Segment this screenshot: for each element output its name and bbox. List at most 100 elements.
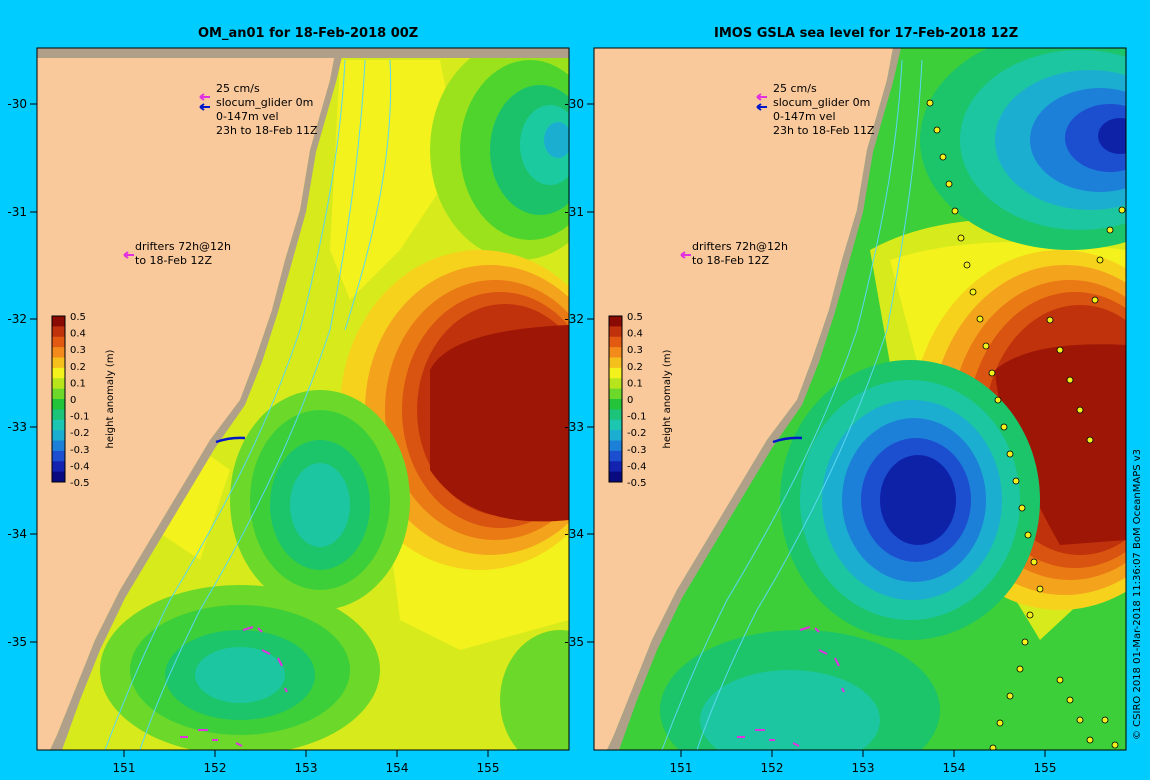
legend-drifters-to: to 18-Feb 12Z: [692, 254, 769, 267]
colorbar-tick-label: -0.4: [627, 461, 647, 472]
colorbar-swatch: [609, 471, 622, 483]
colorbar-swatch: [52, 450, 65, 462]
colorbar-swatch: [609, 357, 622, 369]
right-x-tick-label: 154: [943, 761, 966, 775]
colorbar-tick-label: 0: [627, 395, 633, 406]
left-x-tick-label: 151: [113, 761, 136, 775]
colorbar-tick-label: -0.3: [70, 445, 90, 456]
left-colorbar: 0.5 0.4 0.3 0.2 0.1 0 -0.1 -0.2 -0.3 -0.4 -0.5 heig…: [51, 312, 116, 489]
legend-glider: slocum_glider 0m: [773, 96, 870, 109]
colorbar-tick-label: -0.5: [70, 478, 90, 489]
right-x-tick-label: 153: [852, 761, 875, 775]
legend-drifters: drifters 72h@12h: [135, 240, 231, 253]
colorbar-tick-label: 0.5: [627, 312, 643, 323]
colorbar-swatch: [609, 450, 622, 462]
glider-scale-arrow-icon: [756, 103, 767, 111]
colorbar-tick-label: -0.2: [70, 428, 90, 439]
colorbar-tick-label: 0.2: [70, 362, 86, 373]
colorbar-tick-label: 0.3: [627, 345, 643, 356]
left-panel-title: OM_an01 for 18-Feb-2018 00Z: [198, 26, 419, 41]
right-y-tick-label: -33: [564, 420, 584, 434]
legend-period: 23h to 18-Feb 11Z: [773, 124, 875, 137]
colorbar-tick-label: 0: [70, 395, 76, 406]
right-vector-legend: 25 cm/s slocum_glider 0m 0-147m vel 23h …: [680, 82, 875, 267]
right-y-tick-label: -32: [564, 312, 584, 326]
left-y-tick-label: -31: [7, 205, 27, 219]
right-y-tick-label: -30: [564, 97, 584, 111]
left-vector-legend: 25 cm/s slocum_glider 0m 0-147m vel 23h …: [123, 82, 318, 267]
colorbar-swatch: [52, 326, 65, 338]
colorbar-swatch: [609, 367, 622, 379]
colorbar-swatch: [609, 336, 622, 348]
right-map-frame: [593, 47, 1127, 751]
colorbar-tick-label: 0.4: [70, 329, 86, 340]
colorbar-tick-label: 0.1: [70, 378, 86, 389]
colorbar-tick-label: -0.4: [70, 461, 90, 472]
left-x-tick-label: 154: [386, 761, 409, 775]
colorbar-tick-label: -0.1: [627, 412, 647, 423]
colorbar-swatch: [52, 419, 65, 431]
legend-scale: 25 cm/s: [773, 82, 817, 95]
drifter-arrow-icon: [680, 251, 691, 259]
colorbar-tick-label: 0.4: [627, 329, 643, 340]
glider-scale-arrow-icon: [199, 103, 210, 111]
legend-scale: 25 cm/s: [216, 82, 260, 95]
colorbar-swatch: [52, 409, 65, 421]
drifter-arrow-icon: [123, 251, 134, 259]
drifter-scale-arrow-icon: [756, 93, 767, 101]
colorbar-swatch: [52, 461, 65, 473]
right-x-tick-label: 151: [670, 761, 693, 775]
colorbar-tick-label: -0.1: [70, 412, 90, 423]
colorbar-swatch: [52, 430, 65, 441]
legend-drifters-to: to 18-Feb 12Z: [135, 254, 212, 267]
colorbar-tick-label: -0.3: [627, 445, 647, 456]
colorbar-swatch: [52, 440, 65, 452]
colorbar-swatch: [609, 409, 622, 421]
left-map-field: [37, 48, 569, 750]
legend-vel: 0-147m vel: [773, 110, 836, 123]
right-y-tick-label: -31: [564, 205, 584, 219]
colorbar-title: height anomaly (m): [105, 349, 116, 448]
colorbar-frame: [608, 315, 623, 483]
colorbar-swatch: [52, 378, 65, 390]
right-x-tick-label: 155: [1034, 761, 1057, 775]
right-y-tick-label: -34: [564, 527, 584, 541]
colorbar-swatch: [52, 388, 65, 400]
credit-text: © CSIRO 2018 01-Mar-2018 11:36:07 BoM Oc…: [1132, 448, 1143, 740]
colorbar-swatch: [609, 378, 622, 390]
drifter-scale-arrow-icon: [199, 93, 210, 101]
left-map-frame: [36, 47, 570, 751]
colorbar-frame: [51, 315, 66, 483]
colorbar-swatch: [609, 388, 622, 400]
legend-drifters: drifters 72h@12h: [692, 240, 788, 253]
colorbar-swatch: [52, 367, 65, 379]
right-map-field: [594, 48, 1126, 750]
colorbar-tick-label: -0.5: [627, 478, 647, 489]
colorbar-swatch: [52, 471, 65, 483]
colorbar-swatch: [609, 399, 622, 410]
right-x-tick-label: 152: [761, 761, 784, 775]
right-y-tick-label: -35: [564, 635, 584, 649]
colorbar-swatch: [52, 399, 65, 410]
legend-glider: slocum_glider 0m: [216, 96, 313, 109]
axis-tick-marks: [30, 103, 1046, 757]
colorbar-tick-label: -0.2: [627, 428, 647, 439]
left-y-tick-label: -32: [7, 312, 27, 326]
colorbar-swatch: [52, 347, 65, 358]
colorbar-swatch: [52, 316, 65, 327]
left-x-tick-label: 155: [477, 761, 500, 775]
colorbar-swatch: [609, 419, 622, 431]
legend-vel: 0-147m vel: [216, 110, 279, 123]
left-x-tick-label: 153: [295, 761, 318, 775]
legend-period: 23h to 18-Feb 11Z: [216, 124, 318, 137]
colorbar-swatch: [609, 440, 622, 452]
right-colorbar: 0.5 0.4 0.3 0.2 0.1 0 -0.1 -0.2 -0.3 -0.4 -0.5 heig…: [608, 312, 673, 489]
colorbar-swatch: [609, 316, 622, 327]
colorbar-swatch: [52, 357, 65, 369]
left-x-tick-label: 152: [204, 761, 227, 775]
left-y-tick-label: -35: [7, 635, 27, 649]
right-panel-title: IMOS GSLA sea level for 17-Feb-2018 12Z: [714, 26, 1019, 41]
colorbar-swatch: [609, 430, 622, 441]
colorbar-swatch: [609, 461, 622, 473]
